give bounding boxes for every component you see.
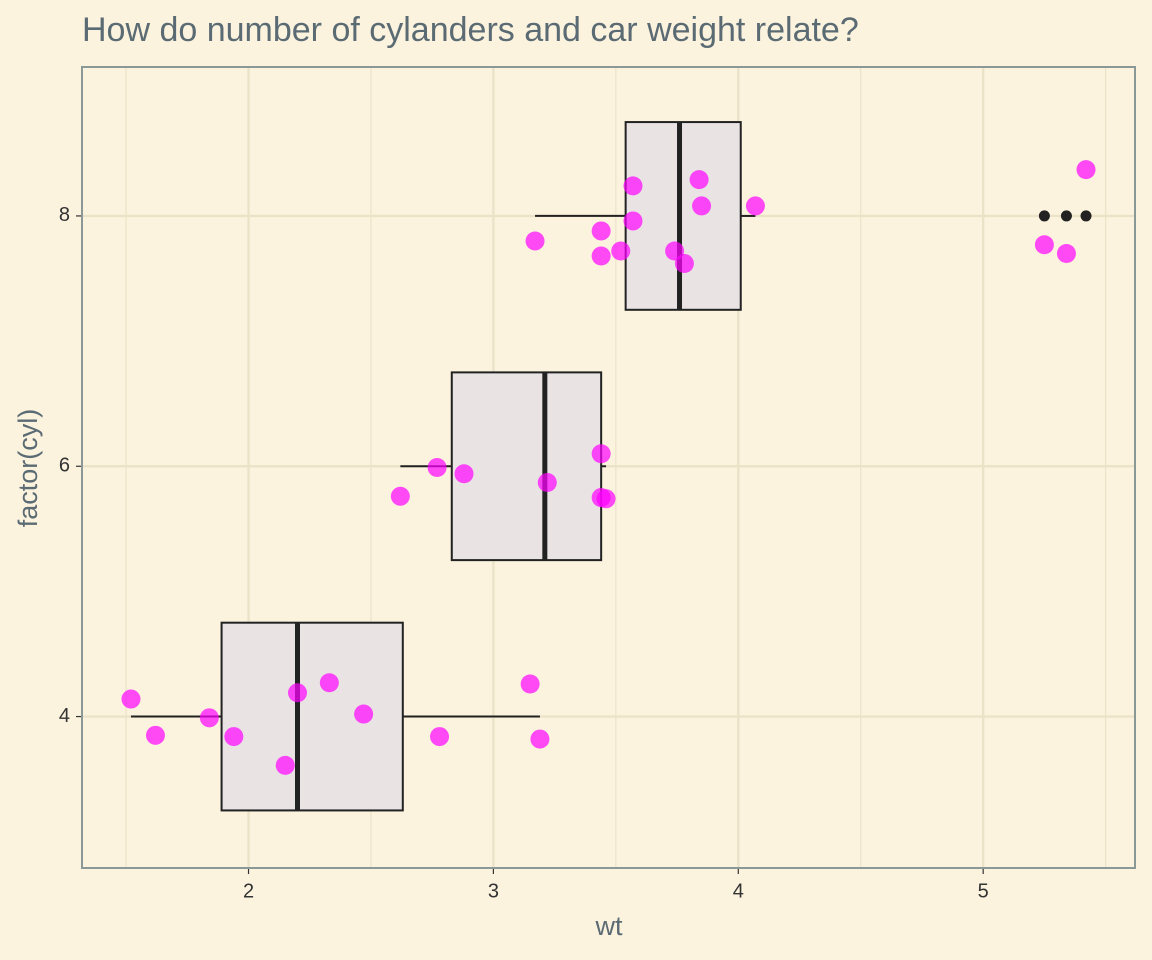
outlier [1060,210,1072,222]
point [1076,160,1096,180]
y-axis-title: factor(cyl) [13,409,43,528]
x-tick-label: 5 [978,880,989,902]
point [275,755,295,775]
x-tick-label: 2 [243,880,254,902]
point [623,211,643,231]
point [199,708,219,728]
x-tick-label: 4 [733,880,744,902]
point [692,196,712,216]
y-tick-label: 8 [59,204,70,226]
point [319,673,339,693]
point [354,704,374,724]
point [1056,243,1076,263]
point [596,489,616,509]
point [427,458,447,477]
point [530,729,550,749]
panel-border [81,66,1136,869]
point [591,221,611,241]
box [624,121,742,311]
outlier [1080,210,1092,222]
outlier [1038,210,1050,222]
chart-title: How do number of cylanders and car weigh… [82,11,859,49]
point [430,727,450,747]
point [611,241,631,261]
point [525,231,545,251]
point [537,473,557,493]
point [745,196,765,216]
point [623,176,643,196]
box [220,621,404,812]
x-tick-label: 3 [488,880,499,902]
point [591,246,611,266]
y-tick-label: 4 [59,705,70,727]
point [145,725,165,745]
point [689,170,709,190]
point [287,683,307,703]
x-axis-title: wt [595,911,623,941]
point [1034,235,1054,255]
point [520,674,540,694]
point [121,689,141,709]
point [591,444,611,464]
box [450,371,603,562]
point [454,464,474,484]
point [224,727,244,747]
point [674,253,694,273]
point [390,486,410,506]
y-tick-label: 6 [59,455,70,477]
